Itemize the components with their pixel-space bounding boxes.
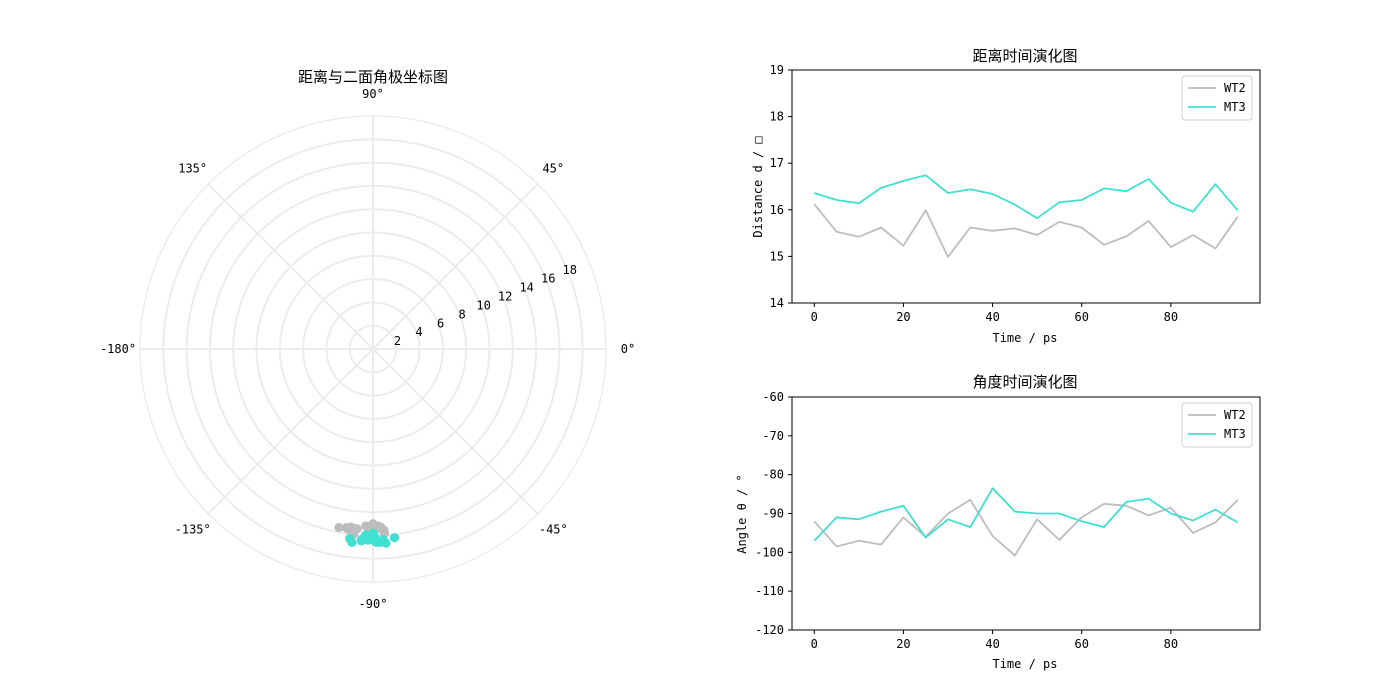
polar-point (361, 521, 371, 531)
y-tick-label: -80 (762, 468, 784, 482)
x-tick-label: 60 (1074, 310, 1088, 324)
polar-point (389, 533, 400, 543)
x-tick-label: 40 (985, 310, 999, 324)
angle-grid-line (207, 183, 374, 350)
y-tick-label: 18 (770, 110, 784, 124)
legend-label-wt2: WT2 (1224, 81, 1246, 95)
legend-label-mt3: MT3 (1224, 100, 1246, 114)
polar-points (334, 519, 400, 548)
polar-point (381, 538, 391, 548)
y-tick-label: -60 (762, 390, 784, 404)
angle-line-chart: 角度时间演化图 Time / ps Angle θ / ° 0 20 40 60 80 -… (735, 373, 1261, 671)
angle-grid-line (372, 348, 539, 515)
x-tick-label: 40 (985, 637, 999, 651)
plot-frame (791, 69, 1261, 304)
y-tick-label: 19 (770, 63, 784, 77)
x-tick-label: 0 (811, 637, 818, 651)
x-tick-label: 60 (1074, 637, 1088, 651)
series-line-mt3 (813, 487, 1239, 542)
angle-grid-line (207, 348, 374, 515)
y-tick-label: 15 (770, 249, 784, 263)
x-tick-label: 0 (811, 310, 818, 324)
polar-chart: 距离与二面角极坐标图 0° 45° 90° 135° -180° -135° -90° -45… (100, 68, 635, 611)
angle-y-axis-label: Angle θ / ° (735, 474, 749, 553)
polar-point (352, 524, 362, 534)
polar-point (347, 537, 357, 548)
polar-point (373, 521, 383, 531)
y-tick-label: 16 (770, 203, 784, 217)
polar-grid (139, 115, 607, 583)
legend-box (1181, 75, 1253, 121)
y-tick-label: -120 (755, 623, 784, 637)
angle-tick-label: 45° (542, 162, 564, 176)
x-tick-label: 80 (1164, 310, 1178, 324)
angle-tick-label: -45° (539, 522, 568, 536)
angle-chart-title: 角度时间演化图 (972, 373, 1077, 391)
legend-box (1181, 402, 1253, 448)
polar-point (371, 537, 381, 547)
y-tick-label: 14 (770, 296, 784, 310)
radial-tick-label: 2 (394, 334, 401, 348)
distance-y-axis-label: Distance d / □ (751, 136, 765, 237)
distance-line-chart: 距离时间演化图 Time / ps Distance d / □ 0 20 40 60… (751, 47, 1261, 345)
angle-tick-label: 135° (178, 162, 207, 176)
x-tick-label: 20 (896, 637, 910, 651)
series-line-mt3 (814, 174, 1239, 220)
series-line-wt2 (813, 203, 1239, 258)
angle-tick-label: -90° (359, 597, 388, 611)
radial-tick-label: 16 (541, 272, 555, 286)
distance-chart-title: 距离时间演化图 (972, 47, 1077, 65)
polar-point (360, 530, 371, 540)
polar-title: 距离与二面角极坐标图 (298, 68, 448, 86)
radial-tick-label: 6 (437, 316, 444, 330)
y-tick-label: -90 (762, 507, 784, 521)
angle-tick-label: -135° (175, 522, 211, 536)
angle-x-axis-label: Time / ps (992, 657, 1057, 671)
angle-tick-label: 0° (621, 342, 635, 356)
radial-tick-label: 4 (415, 325, 422, 339)
angle-tick-label: -180° (100, 342, 136, 356)
y-tick-label: -100 (755, 545, 784, 559)
radial-tick-label: 8 (458, 307, 465, 321)
radial-tick-label: 10 (476, 298, 490, 312)
legend-label-mt3: MT3 (1224, 427, 1246, 441)
y-tick-label: 17 (770, 156, 784, 170)
radial-tick-label: 14 (519, 281, 533, 295)
distance-x-axis-label: Time / ps (992, 331, 1057, 345)
x-tick-label: 20 (896, 310, 910, 324)
y-tick-label: -110 (755, 584, 784, 598)
legend-label-wt2: WT2 (1224, 408, 1246, 422)
radial-tick-label: 12 (498, 290, 512, 304)
series-line-wt2 (813, 498, 1239, 557)
angle-grid-line (372, 183, 539, 350)
polar-point (334, 522, 344, 533)
radial-tick-label: 18 (563, 263, 577, 277)
angle-tick-label: 90° (362, 87, 384, 101)
y-tick-label: -70 (762, 429, 784, 443)
polar-tick-labels: 0° 45° 90° 135° -180° -135° -90° -45° 24 68 10 12 14… (100, 87, 635, 611)
x-tick-label: 80 (1164, 637, 1178, 651)
